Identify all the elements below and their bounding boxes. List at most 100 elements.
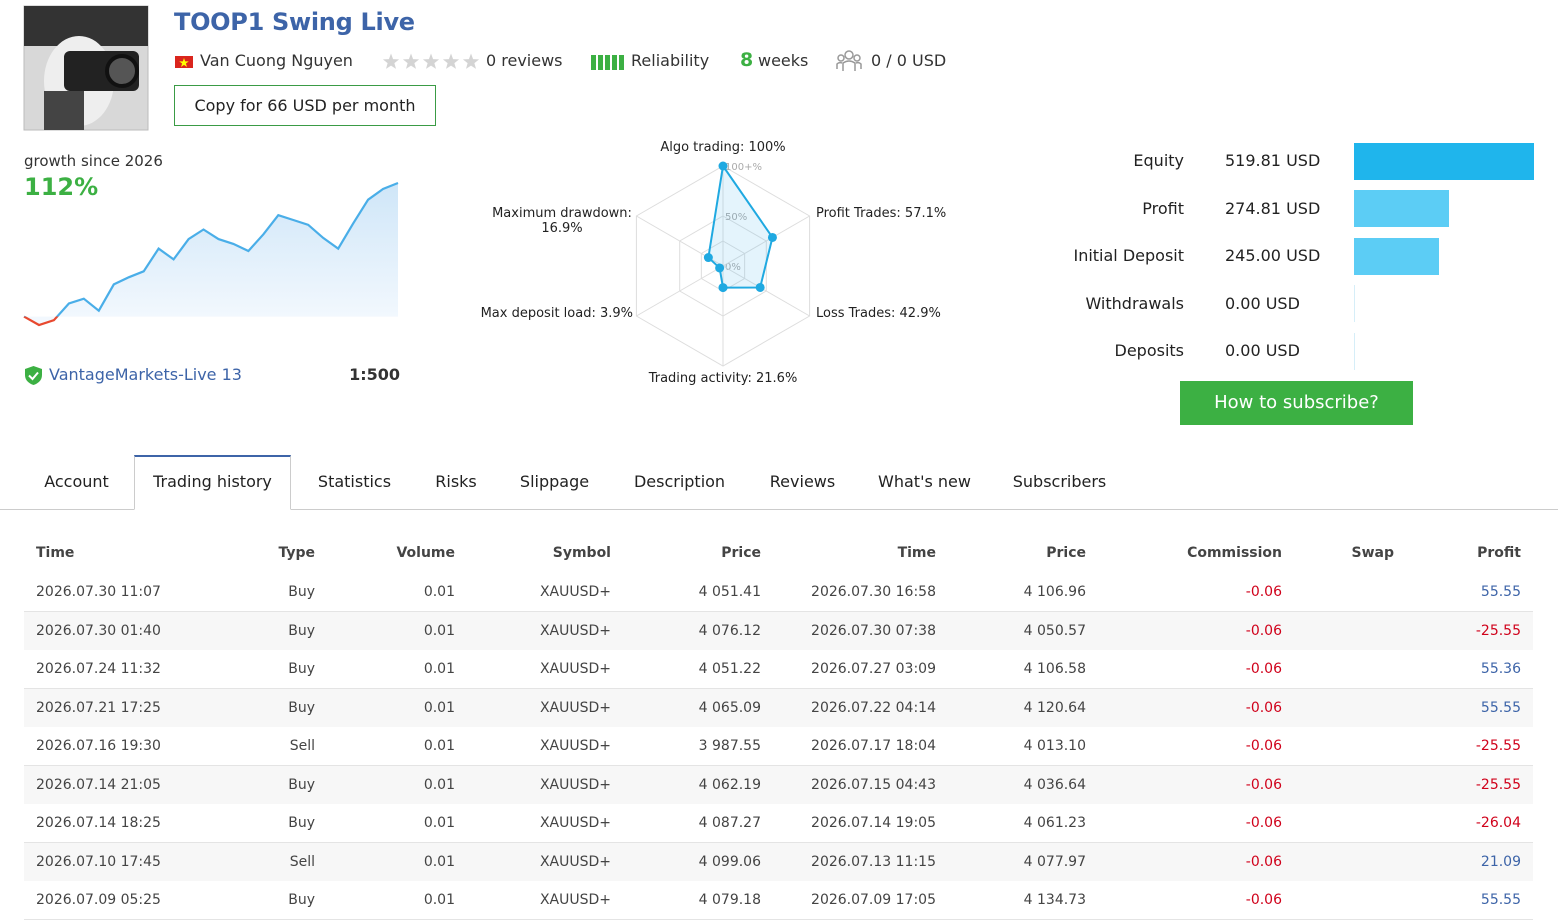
table-cell: 0.01 — [423, 661, 455, 677]
table-cell: 2026.07.14 19:05 — [811, 815, 936, 831]
table-cell: 0.01 — [423, 853, 455, 870]
table-cell: -0.06 — [1245, 584, 1282, 600]
balance-label: Deposits — [1114, 341, 1185, 360]
radar-axis-label: Maximum drawdown: 16.9% — [492, 206, 632, 236]
table-cell: 0.01 — [423, 738, 455, 754]
radar-point — [703, 253, 713, 263]
flag — [175, 56, 193, 68]
table-header: Volume — [396, 545, 455, 561]
table-cell: XAUUSD+ — [539, 622, 611, 639]
balance-value: 0.00 USD — [1225, 341, 1300, 360]
table-cell: 0.01 — [423, 892, 455, 908]
table-cell: Buy — [288, 776, 315, 793]
growth-label: growth since 2026 — [24, 152, 163, 170]
table-cell: XAUUSD+ — [539, 892, 611, 908]
table-cell: 4 099.06 — [698, 853, 761, 870]
reliability-bar — [598, 55, 603, 70]
table-cell: 0.01 — [423, 584, 455, 600]
table-cell: XAUUSD+ — [539, 661, 611, 677]
table-row — [24, 611, 1533, 651]
table-header: Type — [278, 545, 315, 561]
table-cell: 55.55 — [1480, 892, 1521, 908]
weeks-label: weeks — [758, 51, 809, 70]
growth-chart — [23, 181, 399, 327]
balance-label: Initial Deposit — [1073, 246, 1184, 265]
balance-bar — [1354, 237, 1439, 275]
radar-point — [718, 283, 728, 293]
reliability-bar — [612, 55, 617, 70]
tab[interactable]: Description — [633, 472, 726, 491]
tab[interactable]: Subscribers — [1012, 472, 1107, 491]
tab[interactable]: Trading history — [153, 472, 272, 491]
table-cell: 4 134.73 — [1023, 892, 1086, 908]
radar-point — [755, 282, 765, 292]
table-cell: 4 065.09 — [698, 699, 761, 716]
subscribers[interactable]: 0 / 0 USD — [871, 51, 947, 70]
icon-head — [853, 54, 861, 62]
balance-label: Withdrawals — [1085, 293, 1184, 313]
table-cell: -0.06 — [1245, 892, 1282, 908]
growth-line — [23, 181, 399, 327]
table-cell: XAUUSD+ — [539, 853, 611, 870]
tab-active-box — [134, 455, 291, 510]
table-cell: -0.06 — [1245, 622, 1282, 639]
author[interactable]: Van Cuong Nguyen — [200, 51, 353, 70]
subscribers-icon — [836, 50, 862, 71]
leverage: 1:500 — [349, 365, 400, 384]
table-header: Time — [897, 545, 936, 561]
table-row — [24, 727, 1533, 766]
reliability-bar — [619, 55, 624, 70]
growth-area — [24, 183, 398, 325]
table-cell: -25.55 — [1475, 622, 1521, 639]
reliability-bars — [591, 55, 624, 70]
tab[interactable]: Slippage — [519, 472, 590, 491]
radar-spoke — [722, 265, 810, 317]
table-cell: 2026.07.27 03:09 — [811, 661, 936, 677]
tab[interactable]: Statistics — [317, 472, 392, 491]
icon-head — [837, 54, 845, 62]
table-cell: Buy — [288, 892, 315, 908]
copy-button[interactable]: Copy for 66 USD per month — [174, 85, 436, 126]
table-cell: 55.55 — [1480, 699, 1521, 716]
broker[interactable]: VantageMarkets-Live 13 — [49, 365, 242, 384]
table-cell: 4 062.19 — [698, 776, 761, 793]
star — [442, 53, 460, 69]
tab[interactable]: What's new — [878, 472, 971, 491]
table-cell: 4 061.23 — [1023, 815, 1086, 831]
flag-star — [179, 58, 189, 67]
table-cell: Buy — [288, 584, 315, 600]
table-cell: -25.55 — [1475, 738, 1521, 754]
table-cell: 2026.07.15 04:43 — [811, 776, 936, 793]
table-cell: 2026.07.21 17:25 — [36, 699, 161, 716]
table-cell: 2026.07.14 18:25 — [36, 815, 161, 831]
reliability-bar — [605, 55, 610, 70]
table-cell: 2026.07.30 16:58 — [811, 584, 936, 600]
radar-spoke — [722, 215, 810, 267]
table-cell: 2026.07.30 11:07 — [36, 584, 161, 600]
table-cell: 0.01 — [423, 622, 455, 639]
balance-value: 0.00 USD — [1225, 293, 1300, 313]
avatar-lens — [105, 54, 139, 88]
tab[interactable]: Account — [44, 472, 109, 491]
table-header: Price — [1046, 545, 1086, 561]
table-cell: 2026.07.30 07:38 — [811, 622, 936, 639]
subscribe-button[interactable]: How to subscribe? — [1180, 381, 1413, 425]
table-cell: 4 050.57 — [1023, 622, 1086, 639]
table-cell: 3 987.55 — [698, 738, 761, 754]
table-cell: XAUUSD+ — [539, 584, 611, 600]
tab[interactable]: Reviews — [769, 472, 836, 491]
table-cell: 4 013.10 — [1023, 738, 1086, 754]
balance-value: 245.00 USD — [1225, 246, 1321, 265]
check — [28, 371, 39, 381]
tab[interactable]: Risks — [435, 472, 477, 491]
balance-bar — [1354, 332, 1355, 370]
table-cell: XAUUSD+ — [539, 699, 611, 716]
tabs-line — [0, 509, 1558, 510]
reviews[interactable]: 0 reviews — [486, 51, 563, 70]
table-header: Symbol — [552, 545, 611, 561]
star — [462, 53, 480, 69]
icon-body — [836, 60, 862, 71]
table-cell: -0.06 — [1245, 853, 1282, 870]
radar-axis-label: Max deposit load: 3.9% — [480, 306, 633, 321]
table-cell: 2026.07.13 11:15 — [811, 853, 936, 870]
